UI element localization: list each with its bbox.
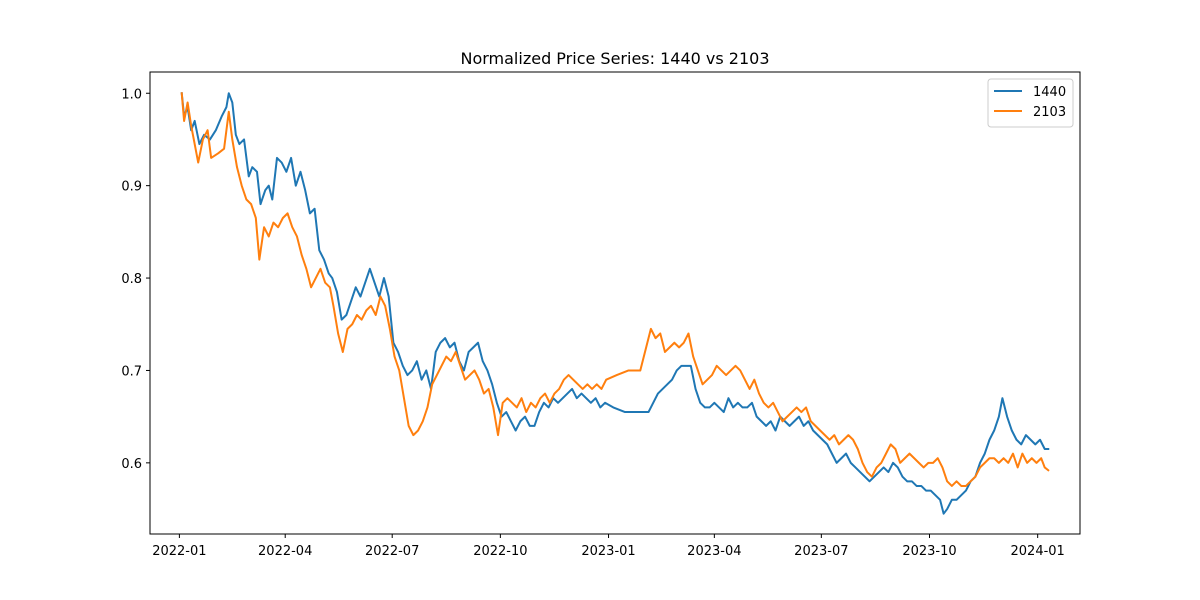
series-layer (180, 92, 1050, 515)
series-line-2103 (180, 92, 1050, 487)
y-tick-label: 0.6 (121, 457, 142, 472)
x-tick-label: 2023-10 (902, 544, 956, 559)
x-tick-label: 2023-01 (581, 544, 635, 559)
y-tick-label: 0.9 (121, 180, 142, 195)
x-tick-label: 2023-04 (687, 544, 741, 559)
y-tick-label: 0.8 (121, 272, 142, 287)
x-tick-label: 2022-04 (258, 544, 312, 559)
legend-label: 2103 (1033, 105, 1066, 120)
y-axis: 0.6 0.7 0.8 0.9 1.0 (121, 87, 150, 472)
x-tick-label: 2023-07 (794, 544, 848, 559)
legend-label: 1440 (1033, 85, 1066, 100)
x-axis: 2022-01 2022-04 2022-07 2022-10 2023-01 2023-… (152, 534, 1065, 559)
x-tick-label: 2022-01 (152, 544, 206, 559)
x-tick-label: 2024-01 (1011, 544, 1065, 559)
y-tick-label: 0.7 (121, 364, 142, 379)
plot-frame (149, 71, 1081, 535)
y-tick-label: 1.0 (121, 87, 142, 102)
legend: 1440 2103 (987, 78, 1074, 128)
x-tick-label: 2022-10 (473, 544, 527, 559)
series-line-1440 (180, 92, 1050, 515)
x-tick-label: 2022-07 (365, 544, 419, 559)
chart-title: Normalized Price Series: 1440 vs 2103 (460, 49, 769, 68)
